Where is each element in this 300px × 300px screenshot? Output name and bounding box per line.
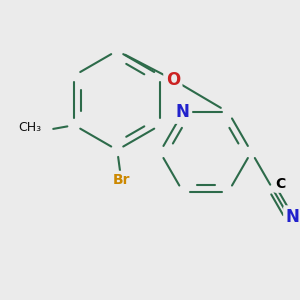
- Text: CH₃: CH₃: [18, 121, 41, 134]
- Text: N: N: [176, 103, 190, 122]
- Text: N: N: [286, 208, 299, 226]
- Text: Br: Br: [112, 173, 130, 187]
- Text: O: O: [166, 70, 180, 88]
- Text: C: C: [275, 177, 286, 191]
